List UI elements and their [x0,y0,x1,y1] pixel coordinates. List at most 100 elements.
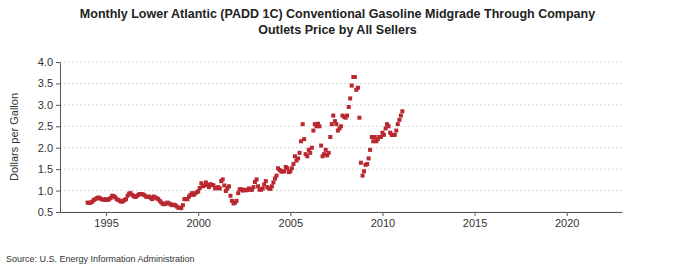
point [235,199,239,203]
grid-line [60,147,622,148]
y-tick-mark [56,212,60,213]
y-tick-mark [56,62,60,63]
point [228,194,232,198]
point [368,148,372,152]
point [317,124,321,128]
title-line: Outlets Price by All Sellers [258,23,417,37]
point [221,177,225,181]
grid [60,62,622,212]
grid-line [60,212,622,213]
x-tick: 2020 [555,212,579,229]
x-tick-mark [382,212,383,216]
point [255,177,259,181]
x-tick: 2005 [279,212,303,229]
axis-line [61,212,623,213]
y-axis-label: Dollars per Gallon [8,93,20,181]
point [251,185,255,189]
point [227,184,231,188]
grid-line [60,169,622,170]
point [347,105,351,109]
points [86,75,405,210]
point [359,161,363,165]
y-tick-mark [56,126,60,127]
chart: Monthly Lower Atlantic (PADD 1C) Convent… [0,0,675,275]
point [334,122,338,126]
point [196,189,200,193]
point [256,184,260,188]
y-tick: 2.5 [38,120,60,132]
point [291,162,295,166]
point [331,114,335,118]
grid-line [60,62,622,63]
x-tick-mark [475,212,476,216]
x-tick-label: 1995 [94,217,118,229]
point [362,169,366,173]
point [394,129,398,133]
x-tick-label: 2020 [555,217,579,229]
y-axis: 0.51.01.52.02.53.03.54.0 [38,56,61,218]
x-tick: 2015 [463,212,487,229]
x-tick: 2000 [186,212,210,229]
y-tick-mark [56,105,60,106]
point [264,179,268,183]
y-tick-mark [56,83,60,84]
grid-line [60,83,622,84]
x-tick: 2010 [371,212,395,229]
x-axis: 1995 2000 2005 2010 2015 2020 [61,212,623,229]
axis-line [60,63,61,213]
y-tick-label: 1.0 [38,185,53,197]
y-tick-label: 2.5 [38,120,53,132]
point [308,151,312,155]
point [270,184,274,188]
plot: 0.51.01.52.02.53.03.54.01995200020052010… [38,56,623,229]
y-tick: 1.0 [38,185,60,197]
x-tick-mark [567,212,568,216]
y-tick: 2.0 [38,142,60,154]
point [290,166,294,170]
point [396,122,400,126]
point [345,114,349,118]
point [327,151,331,155]
y-tick-label: 2.0 [38,142,53,154]
x-tick-mark [106,212,107,216]
point [353,75,357,79]
point [181,203,185,207]
point [382,133,386,137]
point [271,180,275,184]
point [124,197,128,201]
point [236,191,240,195]
x-tick-label: 2015 [463,217,487,229]
point [365,162,369,166]
y-tick-label: 3.0 [38,99,53,111]
point [350,84,354,88]
y-tick-label: 0.5 [38,206,53,218]
point [361,174,365,178]
title-line: Monthly Lower Atlantic (PADD 1C) Convent… [80,7,595,21]
point [367,156,371,160]
x-tick-label: 2010 [371,217,395,229]
x-tick-label: 2005 [279,217,303,229]
x-tick-mark [290,212,291,216]
y-tick-mark [56,148,60,149]
point [302,137,306,141]
point [319,144,323,148]
point [397,118,401,122]
x-tick-label: 2000 [186,217,210,229]
point [261,186,265,190]
point [357,116,361,120]
point [356,86,360,90]
point [328,135,332,139]
y-tick-mark [56,191,60,192]
grid-line [60,190,622,191]
x-tick-mark [198,212,199,216]
x-tick: 1995 [94,212,118,229]
point [393,133,397,137]
point [339,124,343,128]
point [310,146,314,150]
y-tick-mark [56,169,60,170]
y-tick: 0.5 [38,206,60,218]
point [311,129,315,133]
source: Source: U.S. Energy Information Administ… [6,254,195,264]
y-tick-label: 3.5 [38,77,53,89]
grid-line [60,104,622,105]
